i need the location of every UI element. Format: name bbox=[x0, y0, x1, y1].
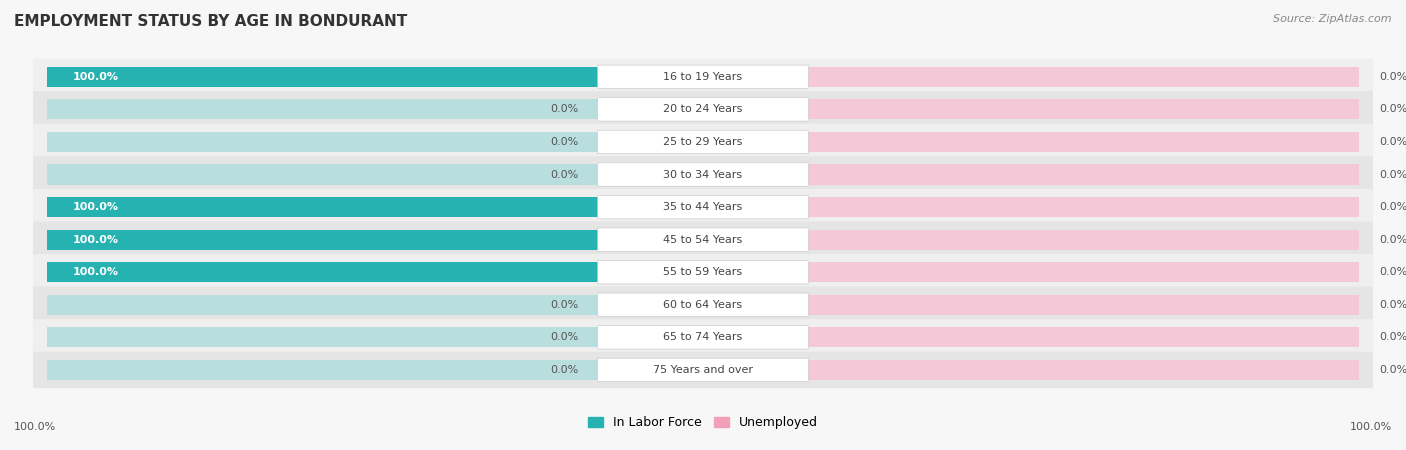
FancyBboxPatch shape bbox=[598, 261, 808, 284]
Text: 60 to 64 Years: 60 to 64 Years bbox=[664, 300, 742, 310]
Bar bbox=[46, 132, 598, 152]
Text: 0.0%: 0.0% bbox=[1379, 104, 1406, 114]
FancyBboxPatch shape bbox=[598, 98, 808, 121]
Bar bbox=[46, 67, 598, 87]
Text: 0.0%: 0.0% bbox=[1379, 234, 1406, 245]
FancyBboxPatch shape bbox=[598, 358, 808, 382]
Text: 75 Years and over: 75 Years and over bbox=[652, 365, 754, 375]
Text: 0.0%: 0.0% bbox=[1379, 202, 1406, 212]
Text: 0.0%: 0.0% bbox=[1379, 267, 1406, 277]
Bar bbox=[808, 67, 1360, 87]
FancyBboxPatch shape bbox=[598, 130, 808, 153]
Bar bbox=[46, 99, 598, 119]
FancyBboxPatch shape bbox=[32, 319, 1374, 356]
Bar bbox=[46, 262, 598, 282]
FancyBboxPatch shape bbox=[598, 326, 808, 349]
Bar bbox=[808, 197, 1360, 217]
Text: 55 to 59 Years: 55 to 59 Years bbox=[664, 267, 742, 277]
Text: 65 to 74 Years: 65 to 74 Years bbox=[664, 333, 742, 342]
Text: 100.0%: 100.0% bbox=[73, 234, 120, 245]
Text: 30 to 34 Years: 30 to 34 Years bbox=[664, 170, 742, 180]
Bar bbox=[808, 262, 1360, 282]
Text: Source: ZipAtlas.com: Source: ZipAtlas.com bbox=[1274, 14, 1392, 23]
Text: 0.0%: 0.0% bbox=[550, 333, 578, 342]
FancyBboxPatch shape bbox=[598, 163, 808, 186]
FancyBboxPatch shape bbox=[598, 65, 808, 89]
Bar bbox=[808, 295, 1360, 315]
Bar bbox=[46, 67, 598, 87]
Bar bbox=[808, 360, 1360, 380]
Text: 0.0%: 0.0% bbox=[550, 104, 578, 114]
Bar bbox=[808, 230, 1360, 250]
Bar bbox=[46, 327, 598, 347]
Legend: In Labor Force, Unemployed: In Labor Force, Unemployed bbox=[583, 411, 823, 434]
Bar bbox=[46, 360, 598, 380]
Text: 0.0%: 0.0% bbox=[1379, 333, 1406, 342]
Text: 0.0%: 0.0% bbox=[550, 300, 578, 310]
Text: 100.0%: 100.0% bbox=[14, 422, 56, 432]
FancyBboxPatch shape bbox=[32, 124, 1374, 160]
Bar bbox=[46, 262, 598, 282]
FancyBboxPatch shape bbox=[32, 221, 1374, 258]
Text: 100.0%: 100.0% bbox=[73, 202, 120, 212]
Text: 35 to 44 Years: 35 to 44 Years bbox=[664, 202, 742, 212]
Text: 100.0%: 100.0% bbox=[73, 72, 120, 82]
Text: 0.0%: 0.0% bbox=[550, 365, 578, 375]
FancyBboxPatch shape bbox=[598, 195, 808, 219]
Text: 0.0%: 0.0% bbox=[1379, 365, 1406, 375]
Text: 100.0%: 100.0% bbox=[73, 267, 120, 277]
Text: 0.0%: 0.0% bbox=[550, 170, 578, 180]
Bar bbox=[46, 230, 598, 250]
Text: 0.0%: 0.0% bbox=[1379, 72, 1406, 82]
Bar bbox=[808, 99, 1360, 119]
Text: 16 to 19 Years: 16 to 19 Years bbox=[664, 72, 742, 82]
FancyBboxPatch shape bbox=[32, 254, 1374, 290]
Bar bbox=[46, 295, 598, 315]
Text: 25 to 29 Years: 25 to 29 Years bbox=[664, 137, 742, 147]
Text: 45 to 54 Years: 45 to 54 Years bbox=[664, 234, 742, 245]
Text: 0.0%: 0.0% bbox=[550, 137, 578, 147]
FancyBboxPatch shape bbox=[598, 228, 808, 252]
Text: 0.0%: 0.0% bbox=[1379, 300, 1406, 310]
FancyBboxPatch shape bbox=[32, 287, 1374, 323]
FancyBboxPatch shape bbox=[598, 293, 808, 316]
Text: 20 to 24 Years: 20 to 24 Years bbox=[664, 104, 742, 114]
Bar bbox=[808, 132, 1360, 152]
Text: 100.0%: 100.0% bbox=[1350, 422, 1392, 432]
FancyBboxPatch shape bbox=[32, 91, 1374, 128]
Bar bbox=[808, 164, 1360, 184]
Bar bbox=[46, 197, 598, 217]
FancyBboxPatch shape bbox=[32, 189, 1374, 225]
FancyBboxPatch shape bbox=[32, 352, 1374, 388]
Bar bbox=[46, 164, 598, 184]
Bar bbox=[46, 197, 598, 217]
FancyBboxPatch shape bbox=[32, 58, 1374, 95]
Bar bbox=[46, 230, 598, 250]
Text: EMPLOYMENT STATUS BY AGE IN BONDURANT: EMPLOYMENT STATUS BY AGE IN BONDURANT bbox=[14, 14, 408, 28]
FancyBboxPatch shape bbox=[32, 156, 1374, 193]
Bar bbox=[808, 327, 1360, 347]
Text: 0.0%: 0.0% bbox=[1379, 170, 1406, 180]
Text: 0.0%: 0.0% bbox=[1379, 137, 1406, 147]
